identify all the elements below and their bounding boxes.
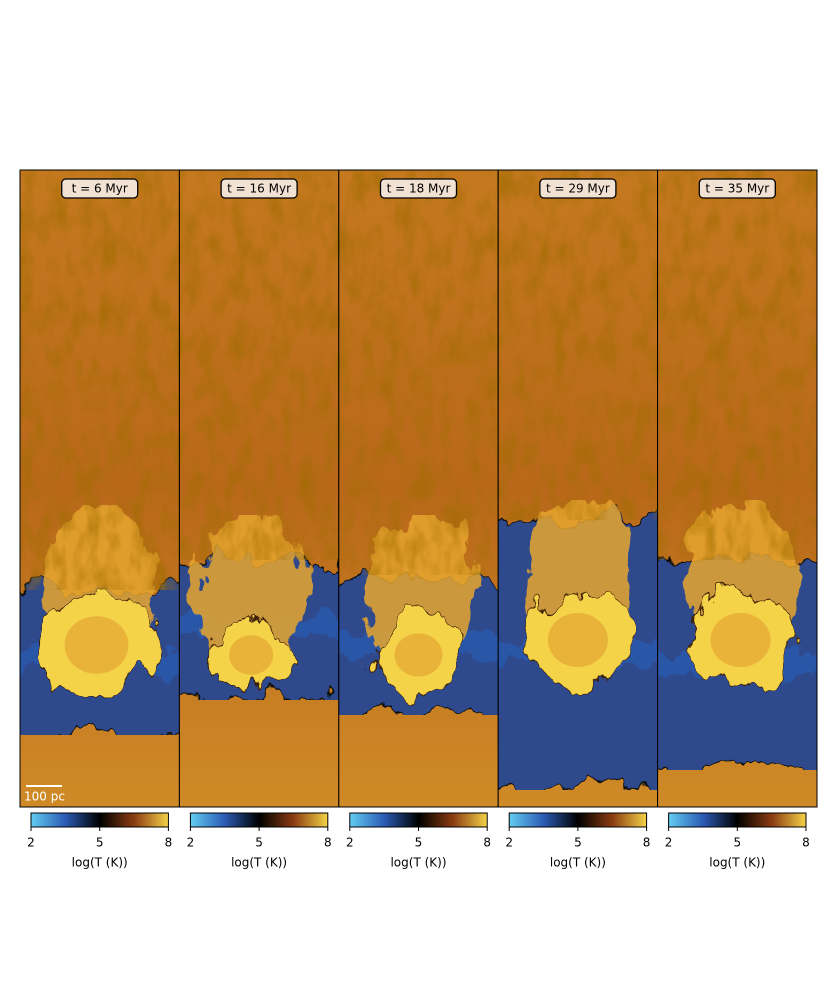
colorbar [508, 812, 648, 828]
colorbar-tick-label: 2 [665, 836, 673, 850]
colorbar-tick-label: 8 [483, 836, 491, 850]
colorbar-tick-label: 2 [346, 836, 354, 850]
colorbar-tick-label: 5 [733, 836, 741, 850]
panel-frame [657, 169, 818, 808]
panel [20, 170, 180, 807]
colorbar [30, 812, 169, 828]
panel-title: t = 16 Myr [227, 182, 291, 196]
colorbar-label: log(T (K)) [72, 856, 128, 870]
colorbar [668, 812, 807, 828]
colorbar-label: log(T (K)) [550, 856, 606, 870]
colorbar-tick-label: 8 [643, 836, 651, 850]
panel-title: t = 6 Myr [72, 182, 128, 196]
colorbar-tick-label: 5 [574, 836, 582, 850]
upper-texture [498, 170, 658, 520]
colorbar-tick-label: 8 [324, 836, 332, 850]
scale-bar-label: 100 pc [24, 790, 65, 804]
upper-texture [179, 170, 339, 560]
title-box [379, 178, 458, 199]
hot-core [710, 613, 771, 667]
title-box [698, 178, 776, 199]
panel-title: t = 35 Myr [705, 182, 769, 196]
panel [498, 170, 658, 807]
title-box [61, 178, 139, 199]
colorbar-tick-label: 5 [255, 836, 263, 850]
colorbar-tick-label: 2 [27, 836, 35, 850]
panel [338, 170, 499, 807]
colorbar-tick-label: 8 [802, 836, 810, 850]
upper-texture [657, 170, 817, 560]
upper-texture [338, 170, 499, 575]
title-box [539, 178, 617, 199]
colorbar-label: log(T (K)) [709, 856, 765, 870]
panel-title: t = 18 Myr [387, 182, 451, 196]
colorbar-tick-label: 2 [187, 836, 195, 850]
title-box [220, 178, 298, 199]
panel [657, 170, 817, 807]
hot-core [394, 633, 443, 677]
colorbar-label: log(T (K)) [231, 856, 287, 870]
hot-core [229, 635, 274, 675]
colorbar-tick-label: 2 [505, 836, 513, 850]
colorbar-tick-label: 8 [165, 836, 173, 850]
panel-title: t = 29 Myr [546, 182, 610, 196]
colorbar-label: log(T (K)) [390, 856, 446, 870]
hot-core [547, 613, 608, 667]
colorbar [349, 812, 488, 828]
colorbar-tick-label: 5 [415, 836, 423, 850]
panel [179, 170, 339, 807]
upper-texture [20, 170, 180, 590]
hot-core [64, 616, 129, 674]
colorbar [189, 812, 329, 828]
colorbar-tick-label: 5 [96, 836, 104, 850]
